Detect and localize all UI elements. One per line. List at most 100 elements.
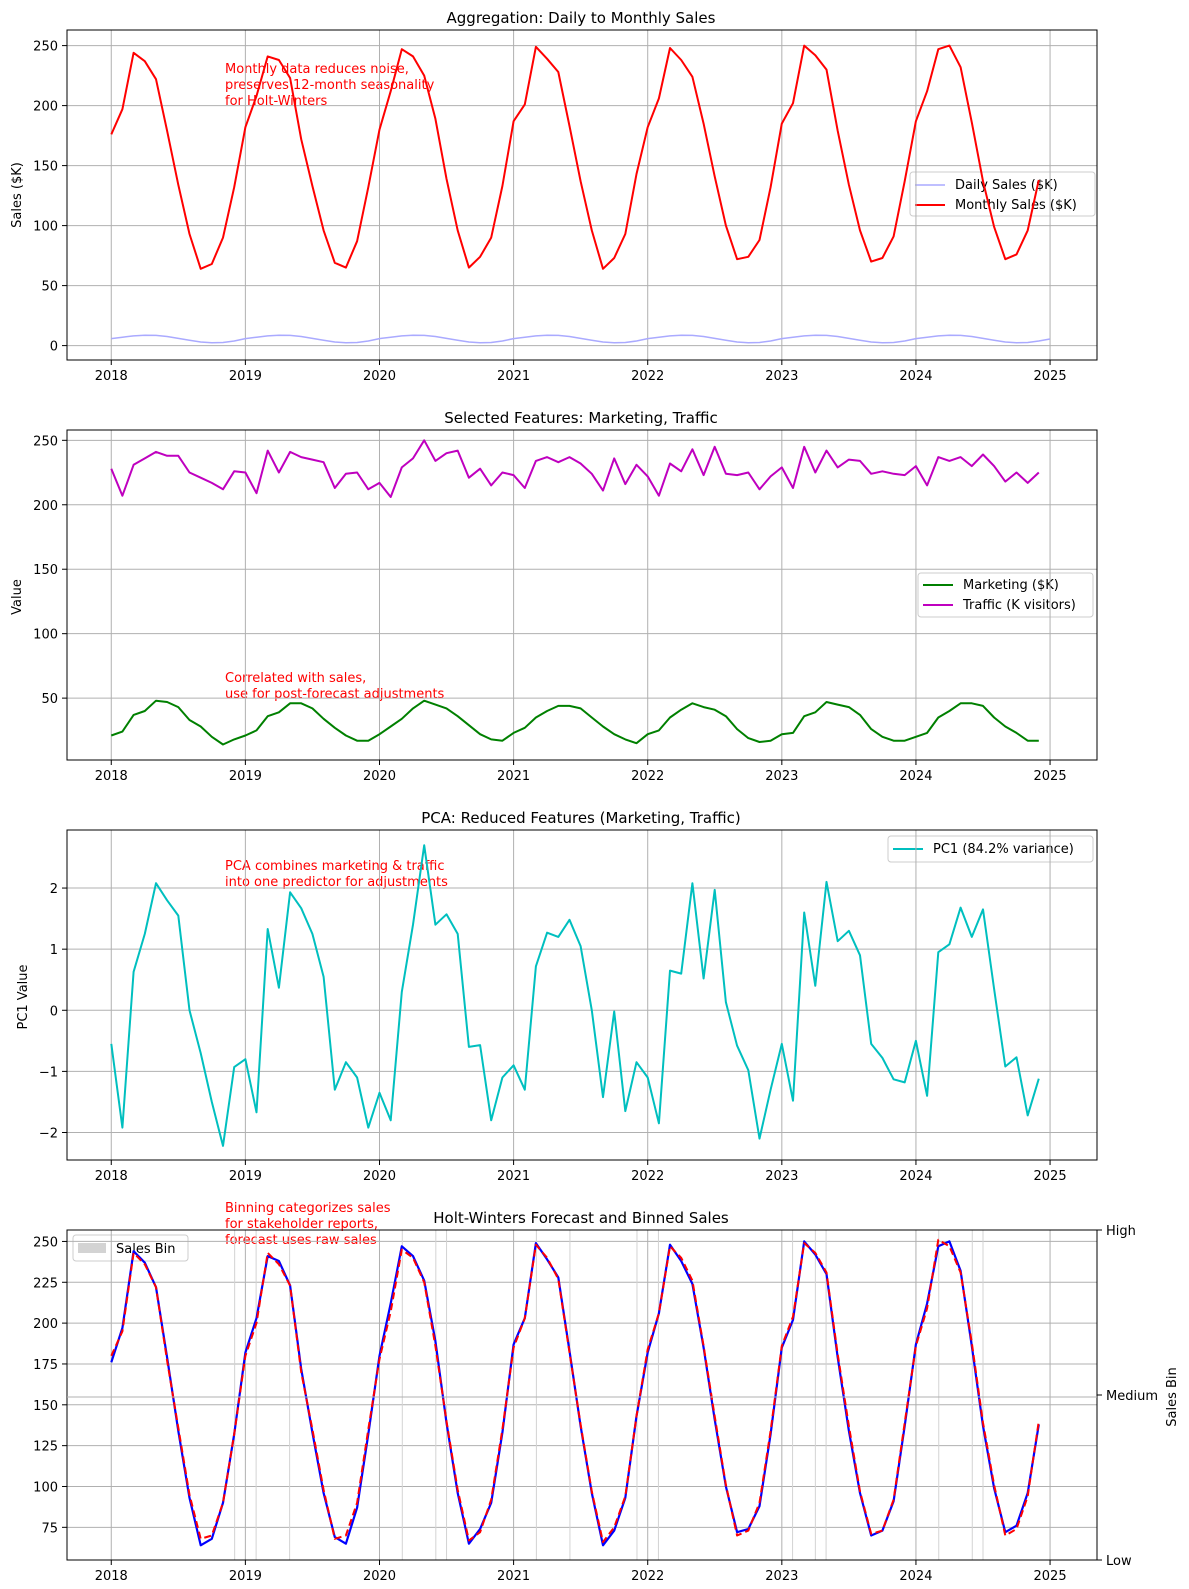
y-tick-label: 100	[33, 628, 58, 643]
chart1-ylabel: Sales ($K)	[10, 162, 25, 228]
y-tick-label: 150	[33, 160, 58, 175]
chart1-title: Aggregation: Daily to Monthly Sales	[447, 9, 716, 27]
chart4-right-ylabel: Sales Bin	[1165, 1367, 1180, 1427]
legend-label-daily: Daily Sales ($K)	[955, 178, 1058, 193]
chart2-annotation-line: Correlated with sales,	[225, 671, 366, 686]
chart4-title: Holt-Winters Forecast and Binned Sales	[433, 1209, 729, 1227]
y-tick-label: 100	[33, 1480, 58, 1495]
x-tick-label: 2024	[899, 369, 932, 384]
series-line-marketing-k-	[110, 699, 1039, 746]
x-tick-label: 2021	[497, 1569, 530, 1584]
x-tick-label: 2025	[1034, 1569, 1067, 1584]
x-tick-label: 2023	[765, 1569, 798, 1584]
x-tick-label: 2020	[363, 1569, 396, 1584]
x-tick-label: 2021	[497, 369, 530, 384]
chart1-plot: 2018 2019 2020 2021 2022 2023 2024 2025 0 50 100 15…	[33, 29, 1098, 384]
chart3-title: PCA: Reduced Features (Marketing, Traffi…	[421, 809, 740, 827]
x-tick-label: 2019	[229, 1169, 262, 1184]
x-tick-label: 2018	[95, 769, 128, 784]
y-tick-label: 200	[33, 1317, 58, 1332]
chart1-annotation-line: Monthly data reduces noise,	[225, 62, 409, 77]
y-tick-label: 50	[41, 692, 58, 707]
x-tick-label: 2020	[363, 1169, 396, 1184]
chart3-legend: PC1 (84.2% variance)	[887, 835, 1094, 863]
x-tick-label: 2025	[1034, 1169, 1067, 1184]
axes-frame	[66, 429, 1098, 761]
y-tick-label: 50	[41, 280, 58, 295]
series-line-holt-winters-forecast	[110, 1238, 1040, 1543]
x-tick-label: 2022	[631, 1569, 664, 1584]
legend-label-sales-bin: Sales Bin	[116, 1242, 176, 1257]
y-tick-label: 175	[33, 1358, 58, 1373]
y-tick-label: 150	[33, 1399, 58, 1414]
chart1-legend: Daily Sales ($K) Monthly Sales ($K)	[909, 171, 1096, 217]
chart2-legend: Marketing ($K) Traffic (K visitors)	[917, 572, 1094, 618]
axes-frame	[66, 29, 1098, 361]
x-tick-label: 2019	[229, 1569, 262, 1584]
right-tick-label: Medium	[1106, 1389, 1158, 1404]
y-tick-label: −1	[39, 1065, 58, 1080]
legend-label-marketing: Marketing ($K)	[963, 578, 1059, 593]
series-line-pc1-84-2-variance-	[110, 844, 1040, 1147]
chart4-annotation: Binning categorizes sales for stakeholde…	[225, 1201, 395, 1248]
chart4-legend: Sales Bin	[72, 1234, 189, 1262]
x-tick-label: 2023	[765, 769, 798, 784]
chart3-ylabel: PC1 Value	[16, 964, 31, 1029]
x-tick-label: 2019	[229, 369, 262, 384]
chart2-ylabel: Value	[10, 579, 25, 615]
y-tick-label: 225	[33, 1276, 58, 1291]
x-tick-label: 2018	[95, 1569, 128, 1584]
y-tick-label: 100	[33, 220, 58, 235]
chart4-annotation-line: forecast uses raw sales	[225, 1233, 377, 1248]
x-tick-label: 2018	[95, 369, 128, 384]
x-tick-label: 2019	[229, 769, 262, 784]
right-tick-label: Low	[1106, 1554, 1132, 1569]
chart3-annotation: PCA combines marketing & traffic into on…	[225, 859, 449, 890]
chart3-annotation-line: into one predictor for adjustments	[225, 875, 448, 890]
legend-label-pc1: PC1 (84.2% variance)	[933, 842, 1074, 857]
x-tick-label: 2020	[363, 769, 396, 784]
chart3-annotation-line: PCA combines marketing & traffic	[225, 859, 444, 874]
chart2-title: Selected Features: Marketing, Traffic	[444, 409, 717, 427]
x-tick-label: 2024	[899, 1569, 932, 1584]
y-tick-label: 200	[33, 499, 58, 514]
series-line-traffic-k-visitors-	[110, 439, 1040, 498]
x-tick-label: 2020	[363, 369, 396, 384]
x-tick-label: 2022	[631, 1169, 664, 1184]
x-tick-label: 2018	[95, 1169, 128, 1184]
y-tick-label: 2	[50, 882, 58, 897]
legend-label-traffic: Traffic (K visitors)	[962, 598, 1076, 613]
chart1-annotation-line: preserves 12-month seasonality	[225, 78, 435, 93]
x-tick-label: 2021	[497, 1169, 530, 1184]
x-tick-label: 2022	[631, 769, 664, 784]
chart-plot-layer: 2018 2019 2020 2021 2022 2023 2024 202505010015…	[33, 29, 1158, 1584]
chart4-annotation-line: Binning categorizes sales	[225, 1201, 391, 1216]
y-tick-label: 250	[33, 1235, 58, 1250]
y-tick-label: 250	[33, 434, 58, 449]
x-tick-label: 2025	[1034, 369, 1067, 384]
chart4-annotation-line: for stakeholder reports,	[225, 1217, 378, 1232]
x-tick-label: 2021	[497, 769, 530, 784]
y-tick-label: 75	[41, 1521, 58, 1536]
y-tick-label: 250	[33, 40, 58, 55]
y-tick-label: 150	[33, 563, 58, 578]
legend-swatch-sales-bin	[78, 1243, 106, 1253]
y-tick-label: 1	[50, 943, 58, 958]
series-line-monthly-sales-k-	[110, 44, 1040, 270]
chart3-plot: 2018 2019 2020 2021 2022 2023 2024 2025 −2 −1 0 1 2	[39, 829, 1098, 1184]
x-tick-label: 2024	[899, 769, 932, 784]
x-tick-label: 2025	[1034, 769, 1067, 784]
x-tick-label: 2023	[765, 1169, 798, 1184]
x-tick-label: 2022	[631, 369, 664, 384]
chart4-plot: 2018 2019 2020 2021 2022 2023 2024 2025 75 100 125…	[33, 1224, 1158, 1584]
chart2-plot: 2018 2019 2020 2021 2022 2023 2024 2025 50 100 150…	[33, 429, 1098, 784]
y-tick-label: 0	[50, 1004, 58, 1019]
chart2-annotation-line: use for post-forecast adjustments	[225, 687, 445, 702]
x-tick-label: 2024	[899, 1169, 932, 1184]
y-tick-label: 125	[33, 1440, 58, 1455]
y-tick-label: 200	[33, 100, 58, 115]
chart1-annotation-line: for Holt-Winters	[225, 94, 327, 109]
series-line-daily-sales-k-	[111, 334, 1051, 344]
legend-label-monthly: Monthly Sales ($K)	[955, 198, 1077, 213]
